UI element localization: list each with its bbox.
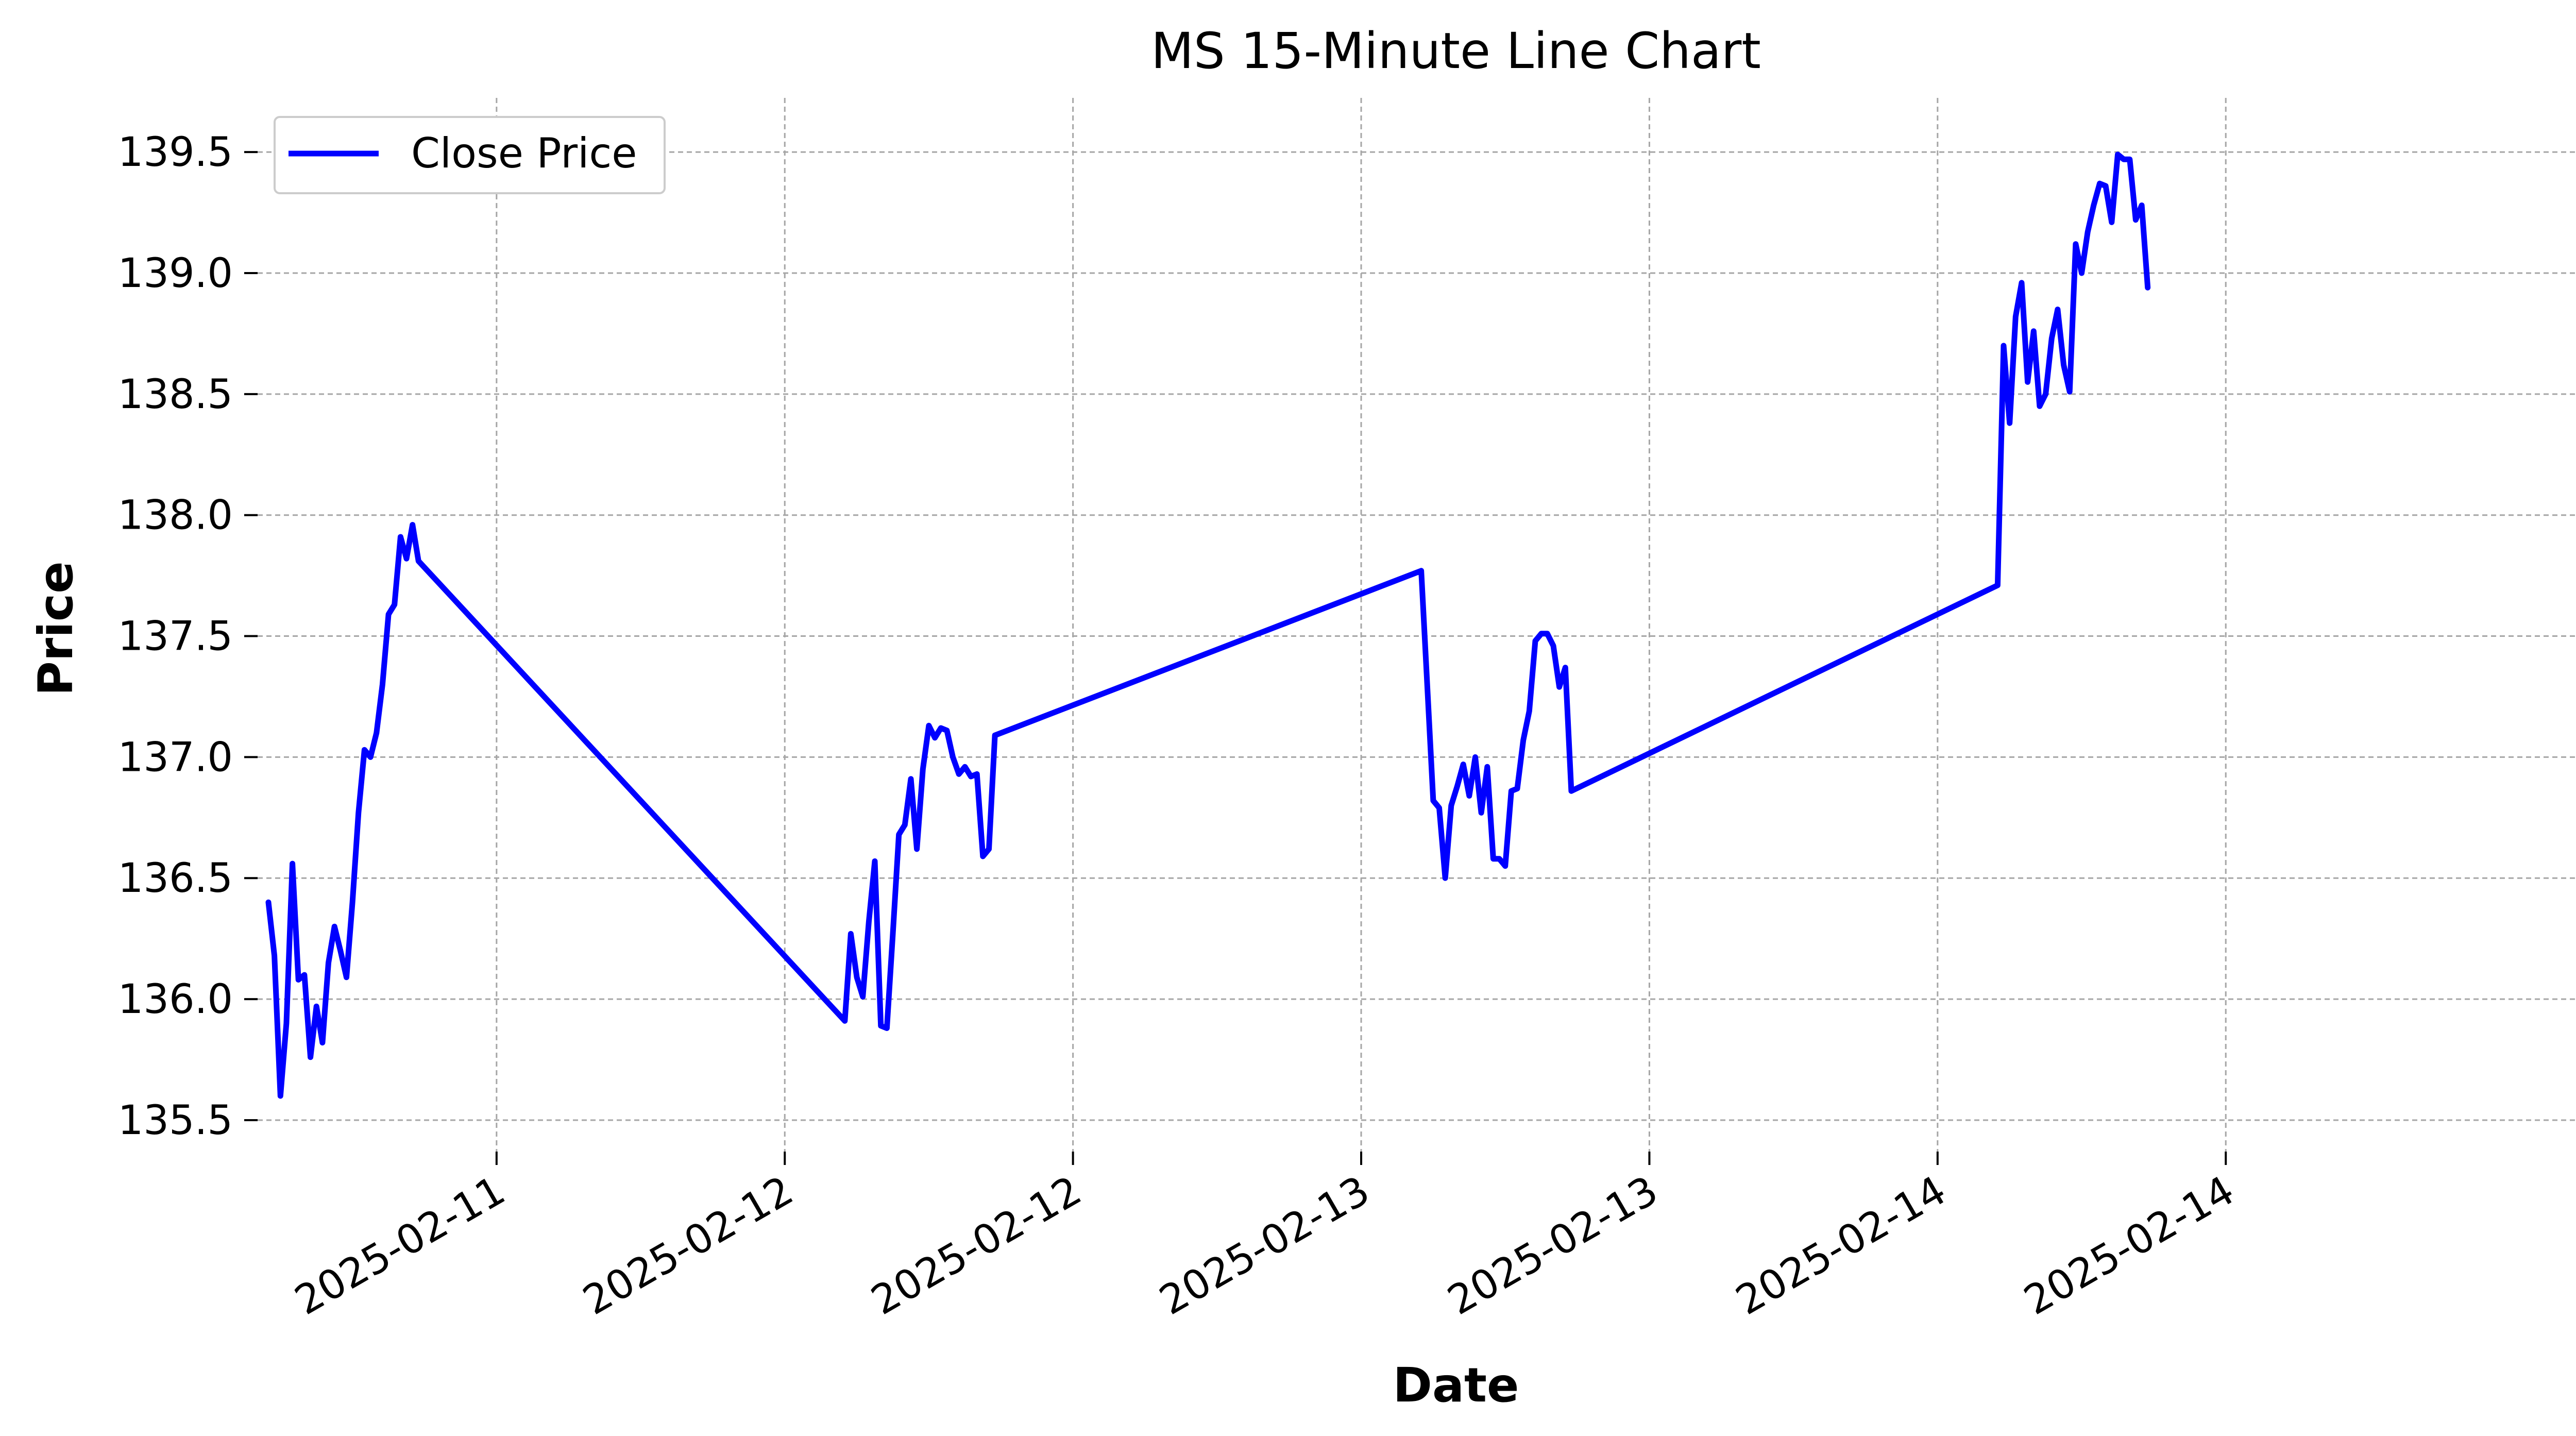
x-tick-label: 2025-02-14 (2016, 1168, 2242, 1325)
x-axis: 2025-02-11 2025-02-12 2025-02-12 2025-02-13… (287, 1152, 2242, 1324)
legend-box (274, 116, 666, 194)
y-tick-label: 138.0 (118, 493, 233, 539)
x-axis-label: Date (1393, 1358, 1519, 1413)
y-axis: 135.5 136.0 136.5 137.0 137.5 138.0 138.5 139.0… (118, 129, 258, 1144)
legend: Close Price (274, 116, 666, 194)
y-tick-label: 135.5 (118, 1097, 233, 1144)
legend-label: Close Price (411, 129, 637, 177)
y-tick-label: 137.0 (118, 734, 233, 781)
y-axis-label: Price (28, 561, 83, 696)
grid (258, 98, 2576, 1152)
y-tick-label: 139.0 (118, 250, 233, 297)
series-layer (265, 151, 2151, 1099)
series-line-0 (265, 151, 2151, 1099)
x-tick-label: 2025-02-12 (575, 1168, 801, 1325)
chart-title: MS 15-Minute Line Chart (1151, 22, 1761, 80)
x-tick-label: 2025-02-13 (1440, 1168, 1666, 1325)
x-tick-label: 2025-02-14 (1728, 1168, 1954, 1325)
y-tick-label: 136.5 (118, 855, 233, 902)
x-tick-label: 2025-02-12 (864, 1168, 1090, 1325)
y-tick-label: 137.5 (118, 614, 233, 660)
y-tick-label: 139.5 (118, 129, 233, 176)
y-tick-label: 136.0 (118, 976, 233, 1023)
x-tick-label: 2025-02-13 (1152, 1168, 1378, 1325)
y-tick-label: 138.5 (118, 371, 233, 418)
x-tick-label: 2025-02-11 (287, 1168, 513, 1325)
